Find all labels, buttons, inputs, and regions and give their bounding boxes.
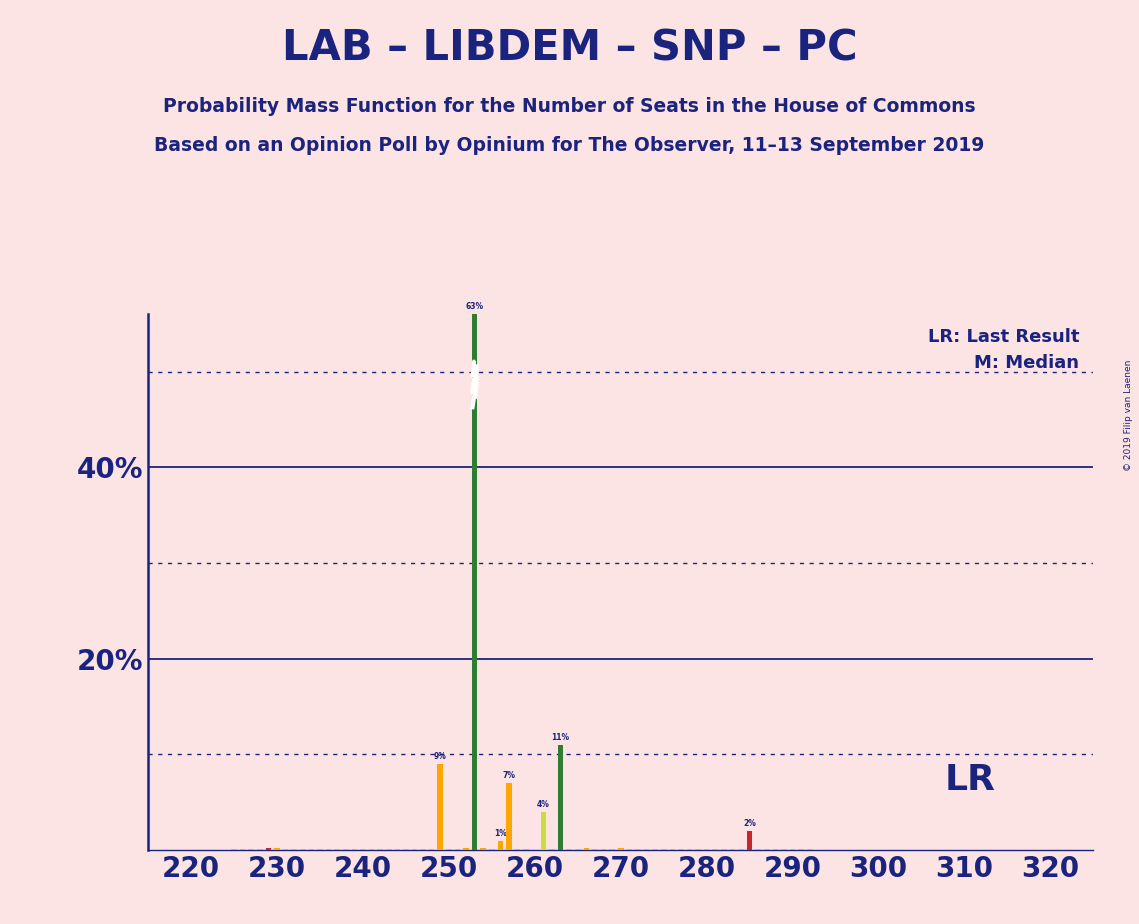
Bar [300, 849, 305, 850]
Bar [626, 848, 632, 850]
Bar [411, 849, 417, 850]
Bar [653, 849, 658, 850]
Text: 11%: 11% [551, 733, 570, 742]
Bar [489, 848, 494, 850]
Text: 4%: 4% [536, 800, 550, 808]
Text: 2%: 2% [744, 819, 756, 828]
Bar [575, 848, 581, 850]
Bar [437, 764, 443, 850]
Bar [747, 831, 753, 850]
Bar [420, 849, 426, 850]
Bar [377, 849, 383, 850]
Text: LR: Last Result: LR: Last Result [928, 328, 1080, 346]
Bar [309, 849, 314, 850]
Bar [446, 849, 452, 850]
Text: 1%: 1% [494, 829, 507, 838]
Bar [498, 841, 503, 850]
Bar [454, 848, 460, 850]
Text: 7%: 7% [502, 772, 516, 780]
Bar [394, 849, 400, 850]
Bar [403, 849, 409, 850]
Bar [481, 848, 486, 850]
Bar [274, 848, 280, 850]
Bar [636, 849, 641, 850]
Bar [231, 849, 237, 850]
Bar [360, 849, 366, 850]
Text: Probability Mass Function for the Number of Seats in the House of Commons: Probability Mass Function for the Number… [163, 97, 976, 116]
Bar [549, 848, 555, 850]
Bar [644, 849, 649, 850]
Bar [282, 849, 288, 850]
Bar [257, 849, 263, 850]
Bar [618, 848, 623, 850]
Bar [326, 849, 331, 850]
Text: LR: LR [945, 763, 995, 797]
Bar [352, 849, 358, 850]
Bar [292, 849, 297, 850]
Bar [566, 848, 572, 850]
Bar [515, 848, 521, 850]
Bar [583, 848, 589, 850]
Text: 9%: 9% [434, 752, 446, 761]
Bar [265, 848, 271, 850]
Bar [558, 745, 564, 850]
Text: M: Median: M: Median [974, 355, 1080, 372]
Bar [524, 848, 528, 850]
Bar [600, 849, 606, 850]
Text: Based on an Opinion Poll by Opinium for The Observer, 11–13 September 2019: Based on an Opinion Poll by Opinium for … [154, 136, 985, 155]
Bar [506, 784, 511, 850]
Bar [464, 848, 469, 850]
Bar [386, 849, 392, 850]
Bar [369, 849, 375, 850]
Text: © 2019 Filip van Laenen: © 2019 Filip van Laenen [1124, 360, 1133, 471]
Bar [592, 849, 598, 850]
Bar [609, 849, 615, 850]
Bar [472, 314, 477, 850]
Bar [343, 849, 349, 850]
Bar [541, 812, 547, 850]
Bar [532, 848, 538, 850]
Bar [317, 849, 322, 850]
Bar [429, 848, 434, 850]
Text: LAB – LIBDEM – SNP – PC: LAB – LIBDEM – SNP – PC [281, 28, 858, 69]
Text: 63%: 63% [466, 302, 484, 311]
Bar [335, 849, 339, 850]
